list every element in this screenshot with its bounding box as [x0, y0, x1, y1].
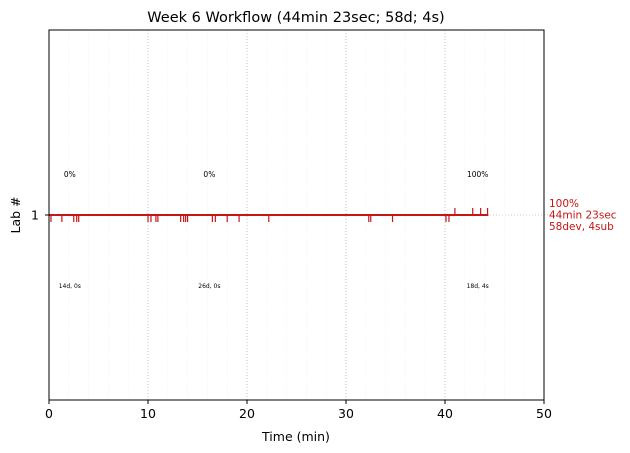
- y-axis-ticks: 1: [31, 208, 49, 223]
- x-tick-label: 30: [338, 406, 354, 421]
- x-tick-label: 0: [45, 406, 53, 421]
- segment-percent-label: 100%: [467, 170, 488, 179]
- segment-percent-label: 0%: [203, 170, 215, 179]
- x-tick-label: 50: [536, 406, 552, 421]
- segment-detail-label: 26d, 0s: [198, 283, 220, 290]
- y-axis-label: Lab #: [8, 196, 23, 233]
- segment-percent-label: 0%: [64, 170, 76, 179]
- segment-detail-label: 18d, 4s: [467, 283, 489, 290]
- x-axis-ticks: 0 10 20 30 40 50: [45, 400, 552, 421]
- summary-line: 58dev, 4sub: [549, 221, 614, 233]
- chart-title: Week 6 Workflow (44min 23sec; 58d; 4s): [147, 10, 444, 26]
- segment-labels: 0% 14d, 0s 0% 26d, 0s 100% 18d, 4s: [59, 170, 489, 290]
- timeline-marks: [49, 208, 489, 222]
- x-tick-label: 40: [437, 406, 453, 421]
- summary-line: 44min 23sec: [549, 210, 617, 222]
- summary-line: 100%: [549, 198, 579, 210]
- x-axis-label: Time (min): [261, 429, 330, 444]
- y-tick-label: 1: [31, 208, 39, 223]
- segment-detail-label: 14d, 0s: [59, 283, 81, 290]
- x-tick-label: 10: [140, 406, 156, 421]
- x-tick-label: 20: [239, 406, 255, 421]
